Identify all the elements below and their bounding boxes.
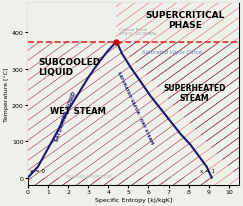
X-axis label: Specific Entropy [kJ/kgK]: Specific Entropy [kJ/kgK] xyxy=(95,197,172,202)
Text: WET STEAM: WET STEAM xyxy=(50,106,106,115)
Text: SUPERHEATED
STEAM: SUPERHEATED STEAM xyxy=(163,83,226,102)
Text: Saturated Vapor Curve: Saturated Vapor Curve xyxy=(142,49,202,54)
Polygon shape xyxy=(26,1,116,178)
Polygon shape xyxy=(28,1,239,42)
Text: nuclear-power.net: nuclear-power.net xyxy=(66,173,113,178)
Text: Critical Point
374°C, 22.06MPa: Critical Point 374°C, 22.06MPa xyxy=(120,27,157,36)
Y-axis label: Temperature [°C]: Temperature [°C] xyxy=(4,67,9,122)
Polygon shape xyxy=(28,1,116,42)
Polygon shape xyxy=(116,42,239,189)
Text: SUBCOOLED
LIQUID: SUBCOOLED LIQUID xyxy=(38,58,100,77)
Text: x = 0: x = 0 xyxy=(30,168,45,173)
Text: SATURATED LIQUID: SATURATED LIQUID xyxy=(54,91,77,142)
Text: x = 1: x = 1 xyxy=(200,168,215,173)
Polygon shape xyxy=(28,42,212,178)
Polygon shape xyxy=(116,42,239,189)
Text: SUPERCRITICAL
PHASE: SUPERCRITICAL PHASE xyxy=(145,11,224,30)
Text: SATURATED VAPOR - DRY STEAM: SATURATED VAPOR - DRY STEAM xyxy=(117,70,154,144)
